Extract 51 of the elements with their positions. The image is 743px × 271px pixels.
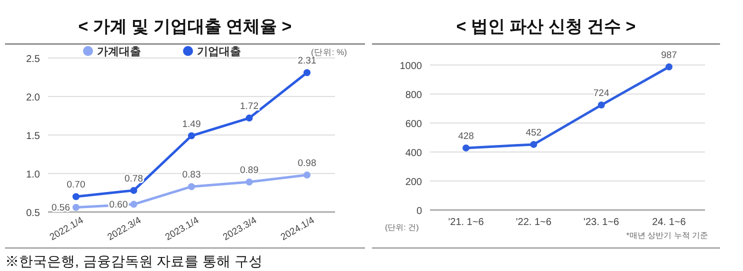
legend-label: 기업대출 [197, 46, 241, 58]
point [304, 69, 310, 76]
point [130, 200, 138, 208]
y-tick-label: 200 [405, 177, 422, 188]
y-tick-label: 400 [405, 148, 422, 159]
data-label: 452 [526, 127, 542, 138]
text: (단위: 건) [385, 223, 420, 232]
legend-label: 가계대출 [97, 46, 141, 58]
chart-title: < 법인 파산 신청 건수 > [456, 17, 636, 36]
data-label: 0.56 [52, 202, 70, 214]
point [188, 132, 195, 140]
y-tick-label: 1.5 [26, 131, 40, 142]
data-label: 428 [458, 130, 474, 142]
data-label: 0.83 [182, 170, 201, 181]
data-label: 724 [593, 88, 610, 100]
y-tick-label: 2.0 [26, 92, 40, 104]
y-tick-label: 2.5 [26, 54, 40, 65]
point [246, 114, 253, 122]
y-tick-label: 0 [416, 206, 422, 217]
data-label: 0.89 [240, 164, 258, 176]
y-tick-label: 800 [405, 90, 422, 101]
point [130, 186, 138, 194]
point [246, 178, 253, 186]
text: (단위: %) [311, 47, 348, 57]
data-label: 2.31 [298, 56, 316, 67]
data-label: 1.49 [182, 118, 201, 130]
data-label: 0.60 [109, 199, 128, 210]
text: *매년 상반기 누적 기준 [626, 231, 708, 240]
data-label: 1.72 [240, 101, 258, 112]
y-tick-label: 1.0 [26, 170, 40, 180]
y-tick-label: 600 [405, 119, 422, 130]
x-tick-label: '21. 1~6 [448, 217, 484, 228]
chart-title: < 가계 및 기업대출 연체율 > [78, 17, 292, 36]
y-tick-label: 0.5 [26, 208, 40, 219]
point [462, 144, 470, 152]
data-label: 987 [661, 50, 677, 61]
text: ※한국은행, 금융감독원 자료를 통해 구성 [5, 253, 262, 269]
x-tick-label: '23. 1~6 [584, 217, 620, 228]
data-label: 0.70 [66, 180, 86, 191]
point [72, 204, 80, 211]
data-label: 0.98 [298, 158, 316, 170]
y-tick-label: 1000 [400, 61, 422, 72]
point [72, 193, 80, 200]
point [598, 102, 605, 109]
point [188, 183, 195, 190]
point [530, 140, 538, 148]
data-label: 0.78 [124, 173, 143, 184]
x-tick-label: '22. 1~6 [516, 217, 552, 228]
point [304, 172, 310, 179]
point [666, 63, 672, 70]
x-tick-label: 24. 1~6 [652, 217, 686, 228]
